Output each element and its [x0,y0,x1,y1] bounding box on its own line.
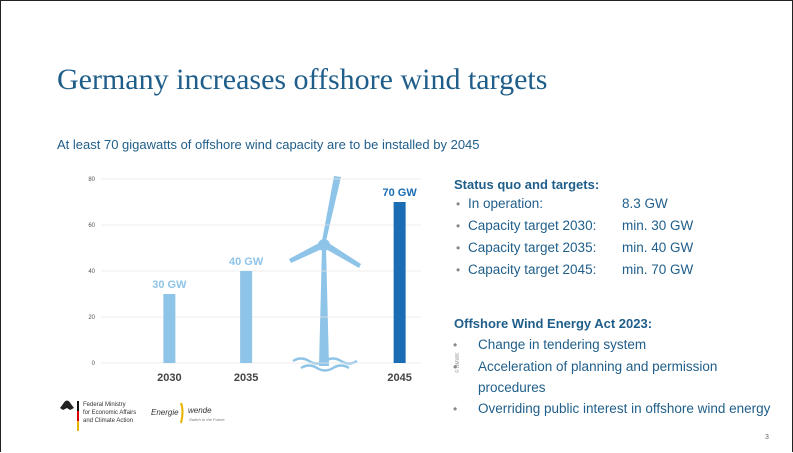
ministry-logo: Federal Ministry for Economic Affairs an… [60,400,136,431]
status-value: min. 40 GW [622,240,694,255]
bullet: • [453,402,458,416]
status-value: min. 30 GW [622,218,694,233]
energiewende-logo: Energie wende Switch to the Future [151,402,225,424]
copyright: © BMWK [454,352,461,373]
value-label: 40 GW [229,256,264,268]
slide-title: Germany increases offshore wind targets [57,63,548,96]
brand-right: wende [188,406,212,415]
status-label: Capacity target 2035: [468,240,597,255]
bullet: • [456,219,461,233]
bullet: • [456,197,461,211]
bar [163,294,176,363]
slide-subtitle: At least 70 gigawatts of offshore wind c… [57,137,480,152]
x-tick-label: 2030 [157,372,181,384]
brand-tagline: Switch to the Future [189,417,225,422]
bullet: • [453,338,458,352]
act-item: Change in tendering system [478,337,647,352]
y-tick-label: 80 [88,177,95,183]
value-label: 70 GW [383,187,418,199]
status-label: Capacity target 2045: [468,262,597,277]
value-label: 30 GW [152,279,187,291]
status-value: 8.3 GW [622,196,668,211]
act-heading: Offshore Wind Energy Act 2023: [454,316,653,331]
y-tick-label: 0 [92,361,96,367]
bullet: • [453,360,458,374]
ministry-line: for Economic Affairs [83,410,136,416]
x-tick-label: 2035 [234,372,258,384]
act-item: Acceleration of planning and permission … [478,359,718,395]
status-value: min. 70 GW [622,262,694,277]
wind-turbine [289,176,361,372]
page-number: 3 [765,434,769,441]
bullet: • [456,241,461,255]
status-heading: Status quo and targets: [454,177,600,192]
y-tick-label: 20 [88,315,95,321]
act-item: Overriding public interest in offshore w… [478,401,771,416]
bar [393,202,406,363]
bullet: • [456,263,461,277]
status-label: Capacity target 2030: [468,218,597,233]
ministry-line: Federal Ministry [83,402,126,408]
x-tick-label: 2045 [387,372,411,384]
brand-left: Energie [151,408,179,417]
bar [240,271,253,363]
y-tick-label: 60 [88,223,95,229]
y-tick-label: 40 [88,269,95,275]
status-label: In operation: [468,196,544,211]
ministry-line: and Climate Action [83,418,133,424]
